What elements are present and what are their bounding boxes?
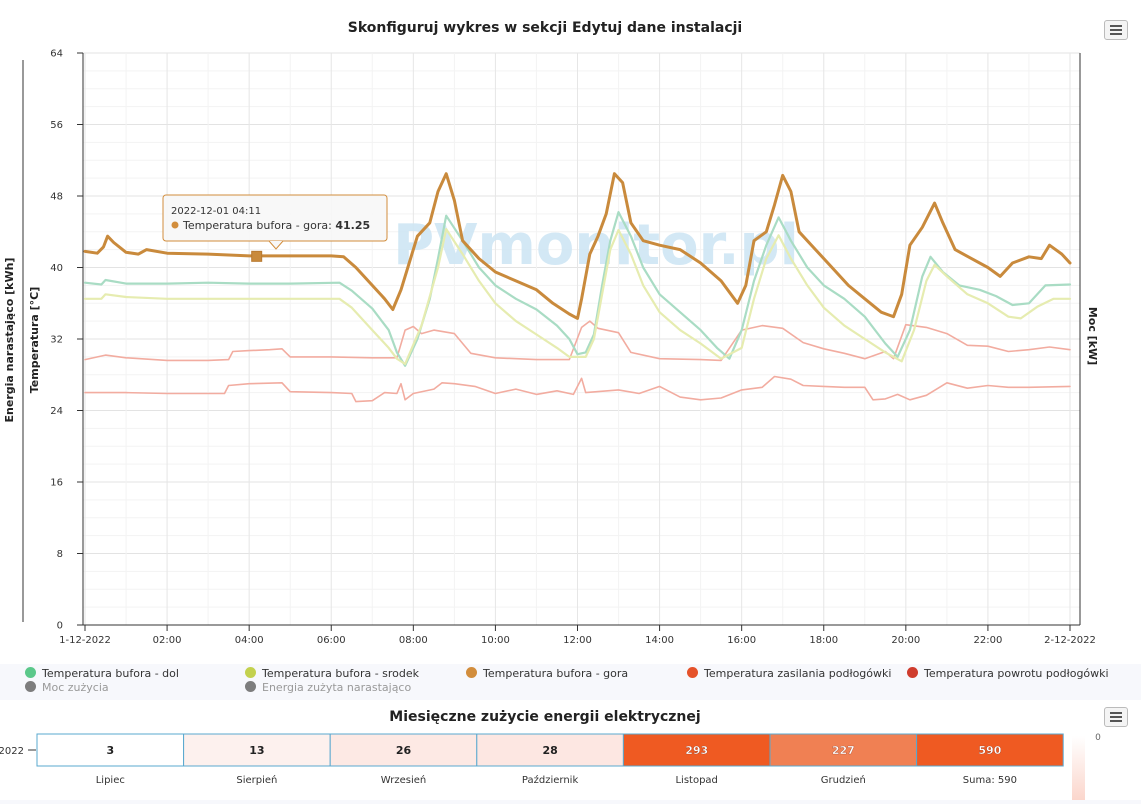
tooltip-pointer — [268, 240, 284, 250]
y-tick-label: 8 — [57, 549, 63, 560]
heatmap-cell-value: 28 — [542, 744, 557, 757]
tooltip-series-dot — [171, 221, 179, 229]
x-tick-label: 22:00 — [974, 635, 1003, 646]
grid-layer — [83, 52, 1080, 626]
x-tick-label: 10:00 — [481, 635, 510, 646]
legend-dot-icon — [907, 667, 918, 678]
legend-item-bufor-srodek[interactable]: Temperatura bufora - srodek — [245, 667, 419, 680]
heatmap-x-label: Suma: 590 — [963, 775, 1017, 786]
x-tick-label: 14:00 — [645, 635, 674, 646]
legend-item-bufor-dol[interactable]: Temperatura bufora - dol — [25, 667, 179, 680]
legend-item-powrot[interactable]: Temperatura powrotu podłogówki — [907, 667, 1109, 680]
heatmap-cell — [36, 733, 185, 767]
y-tick-label: 32 — [50, 335, 63, 346]
hover-marker — [251, 250, 263, 262]
series-line-3 — [83, 228, 1072, 366]
x-tick-label: 04:00 — [235, 635, 264, 646]
legend-dot-icon — [245, 681, 256, 692]
legend-dot-icon — [466, 667, 477, 678]
y-tick-label: 16 — [50, 478, 63, 489]
heatmap-cell — [622, 733, 771, 767]
tooltip-box — [162, 194, 388, 242]
series-line-2 — [83, 211, 1072, 367]
legend-dot-icon — [245, 667, 256, 678]
x-tick-label: 06:00 — [317, 635, 346, 646]
series-layer — [83, 172, 1072, 403]
heatmap-x-label: Lipiec — [96, 775, 125, 786]
legend-dot-icon — [25, 667, 36, 678]
legend-item-bufor-gora[interactable]: Temperatura bufora - gora — [466, 667, 628, 680]
tooltip-date: 2022-12-01 04:11 — [171, 206, 261, 217]
y-tick-label: 64 — [50, 49, 63, 60]
hamburger-menu-icon — [1110, 25, 1122, 27]
chart-legend: Temperatura bufora - dol Temperatura buf… — [0, 664, 1141, 700]
heatmap-cell-value: 227 — [832, 744, 855, 757]
x-tick-label: 20:00 — [891, 635, 920, 646]
tooltip-value: 41.25 — [335, 219, 370, 232]
monthly-usage-svg: Miesięczne zużycie energii elektrycznej … — [0, 709, 1101, 800]
series-line-4 — [83, 172, 1072, 320]
series-line-1 — [84, 320, 1071, 362]
heatmap-cell — [183, 733, 331, 767]
heatmap-x-label: Październik — [522, 774, 579, 786]
color-scale-bar — [1072, 736, 1085, 800]
hamburger-menu-icon — [1110, 712, 1122, 714]
legend-item-zasilanie[interactable]: Temperatura zasilania podłogówki — [687, 667, 891, 680]
x-tick-label: 2-12-2022 — [1044, 635, 1096, 646]
x-tick-label: 08:00 — [399, 635, 428, 646]
y-tick-label: 0 — [57, 621, 63, 632]
heatmap-cell-value: 293 — [685, 744, 708, 757]
heatmap-row-label: 2022 — [0, 746, 24, 757]
heatmap-cell-value: 590 — [978, 744, 1001, 757]
chart-menu-button[interactable] — [1104, 20, 1128, 40]
x-tick-label: 1-12-2022 — [59, 635, 111, 646]
heatmap-title: Miesięczne zużycie energii elektrycznej — [389, 709, 700, 725]
axes-layer: 0 8 16 24 32 40 48 56 64 1-12-2022 02:00 04:00 06:00… — [50, 49, 1096, 647]
y-tick-label: 56 — [50, 120, 63, 131]
heatmap-cell — [916, 733, 1064, 767]
tooltip-series-name: Temperatura bufora - gora — [182, 219, 328, 232]
x-tick-label: 18:00 — [809, 635, 838, 646]
legend-dot-icon — [687, 667, 698, 678]
x-tick-label: 16:00 — [727, 635, 756, 646]
chart-title: Skonfiguruj wykres w sekcji Edytuj dane … — [348, 20, 742, 36]
heatmap-cell — [329, 733, 478, 767]
x-tick-label: 12:00 — [563, 635, 592, 646]
heatmap-x-label: Sierpień — [236, 774, 277, 786]
monthly-usage-chart: Miesięczne zużycie energii elektrycznej … — [0, 700, 1141, 800]
heatmap-cell-value: 26 — [396, 744, 412, 757]
y-axis-label-power: Moc [kW] — [1086, 307, 1099, 365]
tooltip-layer: 2022-12-01 04:11 Temperatura bufora - go… — [162, 194, 388, 262]
x-tick-label: 02:00 — [153, 635, 182, 646]
heatmap-menu-button[interactable] — [1104, 707, 1128, 727]
heatmap-x-label: Grudzień — [821, 774, 866, 786]
y-axis-label-energy: Energia narastająco [kWh] — [3, 258, 16, 423]
color-scale-tick: 0 — [1095, 733, 1101, 743]
legend-dot-icon — [25, 681, 36, 692]
y-tick-label: 48 — [50, 192, 63, 203]
y-tick-label: 24 — [50, 406, 63, 417]
series-line-0 — [84, 375, 1071, 403]
y-tick-label: 40 — [50, 263, 63, 274]
heatmap-cell-value: 3 — [106, 744, 114, 757]
watermark: PVmonitor.pl — [393, 213, 799, 278]
heatmap-x-label: Listopad — [675, 775, 717, 786]
main-chart: PVmonitor.pl 0 8 16 24 32 40 48 56 64 1-12-2022 02… — [3, 20, 1128, 647]
heatmap-cells: 3 Lipiec 13 Sierpień 26 Wrzesień 28 Październik… — [36, 733, 1064, 786]
y-axis-label-temperature: Temperatura [°C] — [28, 287, 41, 394]
tooltip-series-line: Temperatura bufora - gora: 41.25 — [182, 219, 370, 232]
heatmap-x-label: Wrzesień — [381, 774, 426, 786]
legend-item-moc[interactable]: Moc zużycia — [25, 681, 109, 694]
heatmap-cell-value: 13 — [249, 744, 264, 757]
temperature-chart-svg: PVmonitor.pl 0 8 16 24 32 40 48 56 64 1-12-2022 02… — [3, 20, 1099, 647]
legend-item-energia[interactable]: Energia zużyta narastająco — [245, 681, 411, 694]
